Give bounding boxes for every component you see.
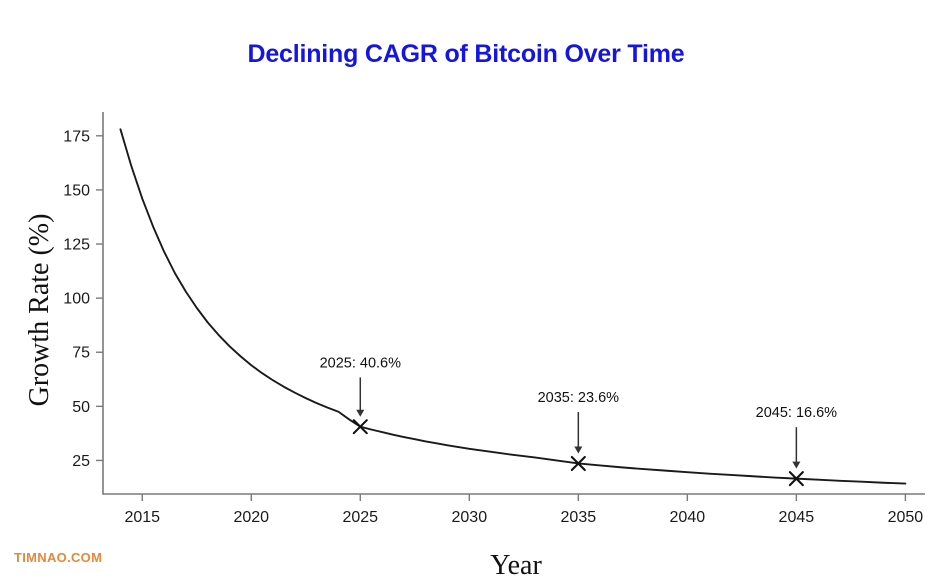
y-tick-label: 75 bbox=[72, 345, 90, 362]
y-tick-label: 50 bbox=[72, 399, 90, 416]
x-axis-ticks: 2015 2020 2025 2030 2035 2040 2045 2050 bbox=[124, 494, 923, 526]
annotation-label: 2025: 40.6% bbox=[320, 355, 402, 371]
annotation-group: 2025: 40.6% 2035: 23.6% 2045: 16.6% bbox=[320, 355, 838, 469]
marker-x-icon bbox=[788, 471, 804, 487]
y-tick-label: 150 bbox=[63, 182, 90, 199]
y-tick-label: 100 bbox=[63, 291, 90, 308]
data-point-markers bbox=[352, 419, 804, 487]
annotation-label: 2035: 23.6% bbox=[538, 390, 620, 406]
x-tick-label: 2025 bbox=[342, 509, 378, 526]
chart-title: Declining CAGR of Bitcoin Over Time bbox=[247, 40, 684, 68]
x-tick-label: 2040 bbox=[670, 509, 706, 526]
x-axis-title: Year bbox=[490, 550, 542, 581]
annotation-label: 2045: 16.6% bbox=[756, 405, 838, 421]
y-tick-label: 175 bbox=[63, 128, 90, 145]
y-tick-label: 25 bbox=[72, 453, 90, 470]
annotation-arrow-head-icon bbox=[792, 461, 801, 469]
marker-x-icon bbox=[352, 419, 368, 435]
x-tick-label: 2035 bbox=[561, 509, 597, 526]
x-tick-label: 2045 bbox=[779, 509, 815, 526]
y-axis-title: Growth Rate (%) bbox=[24, 214, 55, 407]
x-tick-label: 2050 bbox=[888, 509, 924, 526]
annotation-arrow-head-icon bbox=[356, 409, 365, 417]
y-axis-ticks: 25 50 75 100 125 150 175 bbox=[63, 128, 103, 470]
axis-spines bbox=[102, 112, 925, 495]
y-tick-label: 125 bbox=[63, 237, 90, 254]
x-tick-label: 2020 bbox=[233, 509, 269, 526]
x-tick-label: 2030 bbox=[452, 509, 488, 526]
marker-x-icon bbox=[570, 455, 586, 472]
cagr-curve bbox=[119, 128, 907, 485]
site-watermark: TIMNAO.COM bbox=[14, 550, 102, 565]
annotation-arrow-head-icon bbox=[574, 446, 583, 454]
x-tick-label: 2015 bbox=[124, 509, 160, 526]
